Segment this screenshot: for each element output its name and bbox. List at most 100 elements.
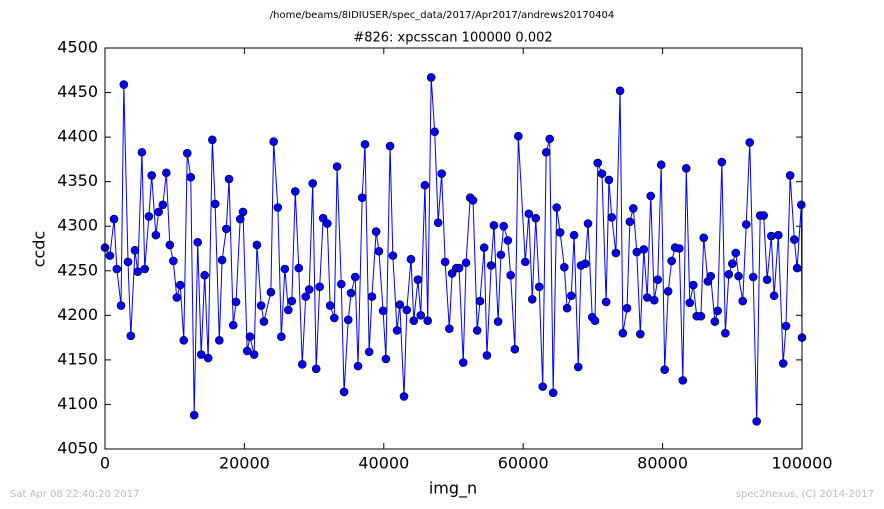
data-point [717, 157, 727, 167]
data-point [228, 320, 238, 330]
data-point [663, 286, 673, 296]
data-point [123, 257, 133, 267]
data-point [210, 199, 220, 209]
data-point [252, 240, 262, 250]
data-point [520, 257, 530, 267]
data-point [433, 218, 443, 227]
data-point [371, 227, 381, 236]
data-point [524, 209, 534, 219]
data-point [308, 179, 318, 188]
data-point [301, 292, 311, 301]
data-point [639, 245, 649, 254]
y-tick-label: 4450 [57, 82, 98, 101]
data-point [566, 291, 576, 301]
data-point [332, 162, 342, 171]
data-point [360, 139, 370, 149]
data-point [597, 169, 607, 178]
data-point [280, 264, 290, 274]
data-point [330, 313, 339, 323]
data-point [423, 316, 433, 325]
data-point [256, 301, 266, 310]
y-tick-label: 4200 [57, 305, 98, 324]
data-point [221, 224, 231, 234]
data-point [646, 191, 656, 201]
data-point [618, 328, 628, 338]
data-point [165, 240, 175, 250]
x-tick-label: 80000 [637, 454, 688, 473]
data-point [527, 294, 537, 304]
y-tick-label: 4150 [57, 349, 98, 368]
data-point [562, 303, 572, 313]
data-point [797, 200, 806, 210]
data-point [573, 362, 583, 372]
data-point [112, 264, 122, 274]
data-point [792, 263, 802, 273]
data-point [667, 256, 676, 266]
data-point [350, 272, 360, 282]
data-point [611, 248, 621, 258]
data-point [486, 261, 496, 270]
data-point [699, 233, 709, 243]
data-point [385, 141, 395, 151]
data-point [357, 193, 367, 203]
data-point [144, 212, 154, 221]
data-point [200, 270, 209, 280]
data-point [140, 264, 150, 274]
data-point [105, 251, 115, 260]
data-point [215, 335, 224, 345]
y-tick-label: 4250 [57, 260, 98, 279]
data-point [231, 297, 241, 307]
data-point [151, 230, 161, 240]
x-tick-label: 100000 [771, 454, 832, 473]
data-point [430, 127, 439, 137]
data-point [304, 285, 314, 294]
data-point [762, 275, 772, 284]
data-point [678, 376, 688, 385]
data-point [273, 203, 283, 212]
data-point [175, 280, 185, 290]
data-point [503, 236, 513, 245]
data-point [119, 80, 129, 89]
data-point [741, 220, 751, 229]
data-point [506, 270, 515, 280]
footer-right: spec2nexus, (C) 2014-2017 [736, 489, 874, 500]
data-point [294, 263, 304, 273]
data-point [399, 392, 409, 401]
data-point [593, 158, 603, 168]
data-point [402, 305, 412, 315]
data-point [569, 230, 579, 240]
data-point [653, 275, 663, 284]
y-axis-label: ccdc [30, 231, 49, 268]
data-point [445, 324, 454, 334]
data-point [406, 254, 416, 264]
data-point [339, 387, 349, 397]
y-tick-label: 4100 [57, 394, 98, 413]
data-point [277, 332, 286, 342]
data-point [172, 293, 182, 302]
data-point [208, 135, 217, 145]
data-point [343, 315, 353, 325]
data-point [583, 219, 593, 228]
data-point [392, 326, 402, 335]
data-point [290, 187, 300, 196]
data-point [731, 248, 741, 258]
data-point [179, 335, 189, 345]
data-point [249, 350, 259, 359]
data-point [475, 296, 485, 306]
plot-frame [104, 47, 803, 450]
data-point [622, 303, 632, 313]
data-point [629, 204, 638, 213]
data-point [710, 317, 720, 326]
data-point [325, 301, 335, 310]
data-point [388, 251, 398, 260]
data-point [759, 211, 768, 220]
data-point [189, 410, 199, 420]
data-point [538, 382, 548, 391]
data-point [224, 174, 234, 184]
data-point [409, 316, 419, 325]
data-point [259, 317, 269, 326]
data-point [721, 328, 730, 338]
data-point [738, 296, 748, 306]
data-point [126, 331, 136, 341]
data-point [242, 346, 252, 356]
